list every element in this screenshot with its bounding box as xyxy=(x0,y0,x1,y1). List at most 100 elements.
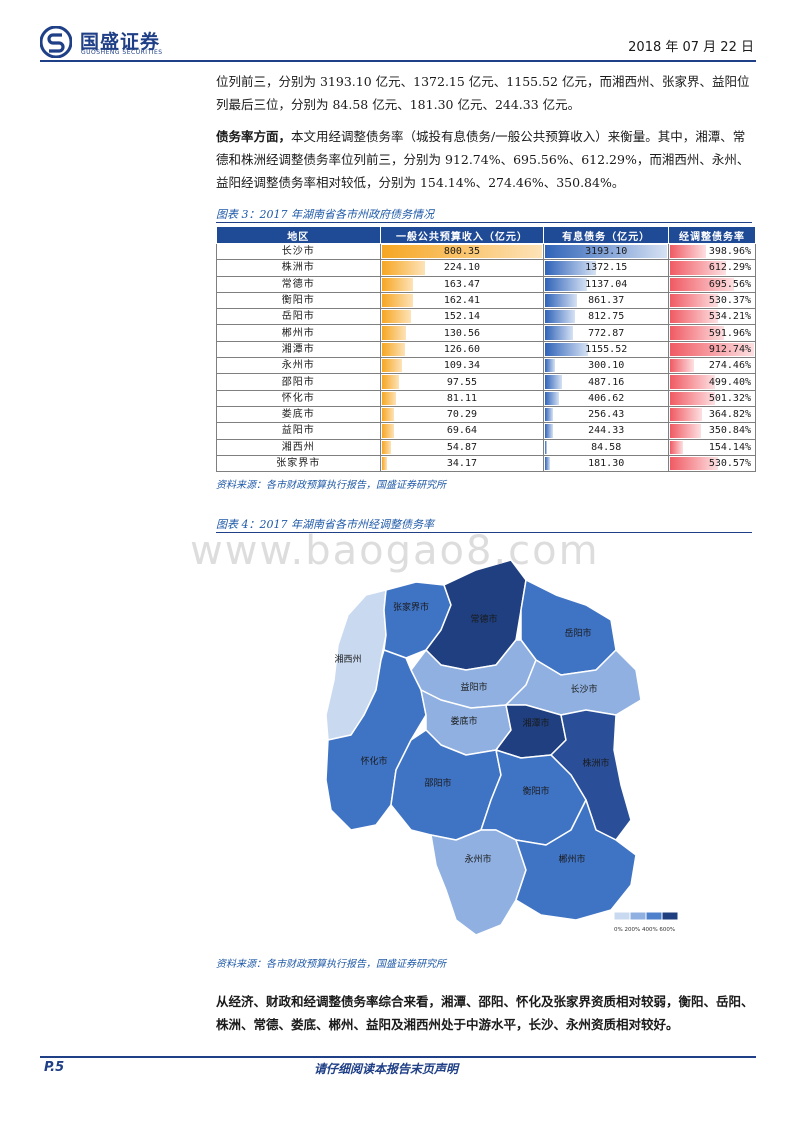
cell-income: 152.14 xyxy=(379,308,545,326)
cell-region-value: 衡阳市 xyxy=(281,295,315,307)
map-legend: 0% 200% 400% 600% xyxy=(613,911,679,933)
col-header-region: 地区 xyxy=(216,226,381,244)
cell-region: 常德市 xyxy=(216,275,381,293)
cell-debt-bar xyxy=(545,456,551,471)
cell-debt: 181.30 xyxy=(543,454,670,473)
table-row: 长沙市 800.35 3193.10 398.96% xyxy=(216,242,756,261)
map-label-yongzhou: 永州市 xyxy=(464,853,491,865)
cell-region: 岳阳市 xyxy=(216,308,381,326)
cell-region: 湘潭市 xyxy=(216,340,381,359)
paragraph-debt-ranking: 位列前三，分别为 3193.10 亿元、1372.15 亿元、1155.52 亿… xyxy=(216,74,750,112)
cell-debt: 406.62 xyxy=(543,389,670,407)
figure4-source: 资料来源：各市财政预算执行报告，国盛证券研究所 xyxy=(216,959,446,970)
table-row: 郴州市 130.56 772.87 591.96% xyxy=(216,324,756,342)
cell-ratio: 398.96% xyxy=(668,242,756,261)
cell-debt-value: 861.37 xyxy=(588,295,625,307)
cell-region-value: 张家界市 xyxy=(276,458,321,469)
cell-debt-bar xyxy=(545,375,563,389)
debt-table: 地区 一般公共预算收入（亿元） 有息债务（亿元） 经调整债务率 长沙市 800.3… xyxy=(216,226,756,473)
figure3-title: 图表 3：2017 年湖南省各市州政府债务情况 xyxy=(216,208,434,221)
cell-debt-value: 256.43 xyxy=(588,409,625,421)
cell-income-bar xyxy=(381,424,394,438)
cell-ratio: 499.40% xyxy=(668,373,756,391)
cell-region: 郴州市 xyxy=(216,324,381,342)
cell-region: 永州市 xyxy=(216,357,381,375)
map-label-changde: 常德市 xyxy=(470,613,497,625)
cell-income-value: 800.35 xyxy=(443,246,480,258)
cell-ratio-bar xyxy=(670,440,683,454)
col-header-ratio: 经调整债务率 xyxy=(668,226,756,244)
cell-ratio-bar xyxy=(670,245,706,259)
footer-disclaimer: 请仔细阅读本报告末页声明 xyxy=(314,1062,459,1076)
cell-debt: 812.75 xyxy=(543,308,670,326)
cell-income: 34.17 xyxy=(379,454,545,473)
cell-income-bar xyxy=(381,391,397,405)
cell-ratio-bar xyxy=(670,261,726,275)
cell-ratio-value: 350.84% xyxy=(708,425,751,437)
table-row: 娄底市 70.29 256.43 364.82% xyxy=(216,405,756,424)
cell-income-bar xyxy=(381,440,391,454)
cell-ratio-bar xyxy=(670,277,734,291)
cell-ratio-value: 591.96% xyxy=(708,327,751,339)
cell-debt-bar xyxy=(545,391,560,405)
cell-debt: 244.33 xyxy=(543,422,670,440)
cell-region-value: 湘西州 xyxy=(281,441,315,453)
cell-income-bar xyxy=(381,407,394,422)
cell-debt-value: 300.10 xyxy=(588,360,625,372)
map-region-chenzhou xyxy=(515,799,637,921)
cell-ratio: 695.56% xyxy=(668,275,756,293)
cell-ratio-bar xyxy=(670,326,724,340)
cell-ratio: 534.21% xyxy=(668,308,756,326)
cell-income-value: 70.29 xyxy=(446,409,477,421)
figure4-title: 图表 4：2017 年湖南省各市州经调整债务率 xyxy=(216,518,434,531)
company-name: 国盛证券 xyxy=(80,31,161,53)
watermark: www.baogao8.com xyxy=(190,528,600,574)
cell-region-value: 益阳市 xyxy=(281,425,315,437)
map-label-loudi: 娄底市 xyxy=(450,715,477,727)
cell-debt-value: 1372.15 xyxy=(585,262,628,274)
cell-ratio-bar xyxy=(670,424,702,438)
paragraph-body: 本文用经调整债务率（城投有息债务/一般公共预算收入）来衡量。其中，湘潭、常德和株… xyxy=(216,129,750,190)
figure3-source: 资料来源：各市财政预算执行报告，国盛证券研究所 xyxy=(216,480,446,491)
cell-debt-bar xyxy=(545,407,554,422)
map-label-changsha: 长沙市 xyxy=(570,683,597,695)
table-row: 株洲市 224.10 1372.15 612.29% xyxy=(216,259,756,277)
cell-income-bar xyxy=(381,342,406,357)
cell-ratio-bar xyxy=(670,407,703,422)
cell-income-value: 152.14 xyxy=(443,311,480,323)
legend-swatch xyxy=(661,911,679,921)
table-row: 湘潭市 126.60 1155.52 912.74% xyxy=(216,340,756,359)
company-name-en: GUOSHENG SECURITIES xyxy=(81,49,163,56)
cell-income: 70.29 xyxy=(379,405,545,424)
map-label-chenzhou: 郴州市 xyxy=(558,853,585,865)
cell-ratio: 274.46% xyxy=(668,357,756,375)
cell-income: 162.41 xyxy=(379,291,545,310)
cell-region: 张家界市 xyxy=(216,454,381,473)
cell-ratio: 530.57% xyxy=(668,454,756,473)
cell-ratio-value: 501.32% xyxy=(708,392,751,404)
cell-region-value: 怀化市 xyxy=(281,392,315,404)
legend-swatch xyxy=(629,911,647,921)
cell-income: 163.47 xyxy=(379,275,545,293)
cell-region-value: 邵阳市 xyxy=(281,376,315,388)
cell-region-value: 娄底市 xyxy=(281,409,315,421)
cell-debt-bar xyxy=(545,326,574,340)
cell-debt: 861.37 xyxy=(543,291,670,310)
cell-ratio-value: 398.96% xyxy=(708,246,751,258)
cell-debt: 3193.10 xyxy=(543,242,670,261)
map-label-huaihua: 怀化市 xyxy=(360,755,387,767)
map-label-xiangxi: 湘西州 xyxy=(334,653,361,665)
cell-debt: 487.16 xyxy=(543,373,670,391)
paragraph-debt-ratio: 债务率方面，本文用经调整债务率（城投有息债务/一般公共预算收入）来衡量。其中，湘… xyxy=(216,125,756,194)
table-row: 张家界市 34.17 181.30 530.57% xyxy=(216,454,756,473)
cell-region: 长沙市 xyxy=(216,242,381,261)
cell-income-value: 97.55 xyxy=(446,376,477,388)
cell-income-value: 109.34 xyxy=(443,360,480,372)
cell-debt-bar xyxy=(545,342,589,357)
map-label-shaoyang: 邵阳市 xyxy=(424,777,451,789)
cell-ratio-value: 530.37% xyxy=(708,295,751,307)
cell-ratio: 612.29% xyxy=(668,259,756,277)
cell-debt-value: 3193.10 xyxy=(585,246,628,258)
cell-income-bar xyxy=(381,310,411,324)
cell-debt-bar xyxy=(545,293,577,308)
